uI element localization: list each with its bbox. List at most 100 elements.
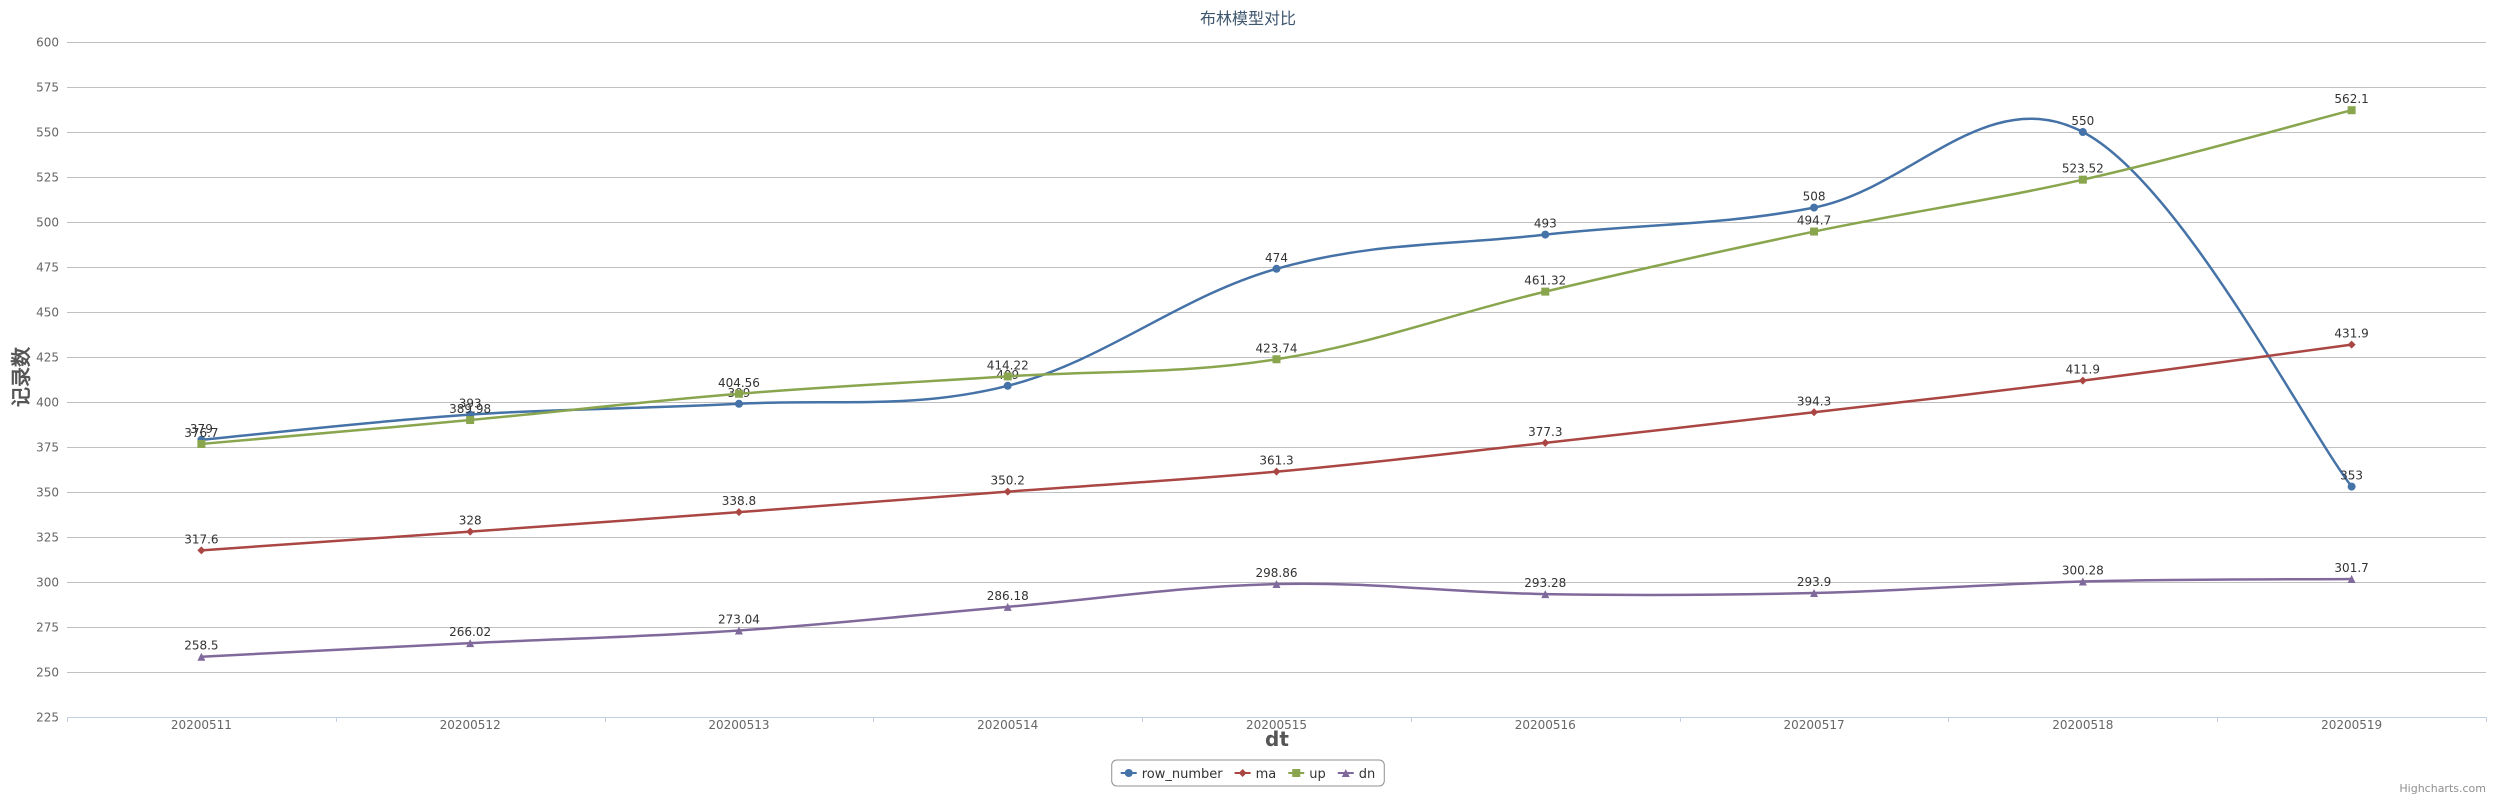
data-point bbox=[1541, 590, 1550, 599]
credits-link[interactable]: Highcharts.com bbox=[2399, 782, 2486, 795]
data-label: 300.28 bbox=[2062, 563, 2104, 577]
data-label: 394.3 bbox=[1797, 394, 1831, 408]
data-point bbox=[466, 416, 475, 425]
y-tick-label: 550 bbox=[36, 126, 59, 140]
legend-label: row_number bbox=[1142, 767, 1224, 782]
y-tick-label: 600 bbox=[36, 36, 59, 50]
legend-marker bbox=[1124, 769, 1133, 777]
legend-label: ma bbox=[1256, 767, 1277, 782]
series-dn: 258.5 266.02 273.04 286.18 298.86 293.28 293.9… bbox=[184, 561, 2369, 661]
legend-marker bbox=[1292, 769, 1301, 777]
data-label: 493 bbox=[1534, 217, 1557, 231]
legend-label: dn bbox=[1359, 767, 1376, 782]
data-label: 550 bbox=[2071, 114, 2094, 128]
data-label: 461.32 bbox=[1524, 274, 1566, 288]
data-point bbox=[2347, 340, 2356, 349]
data-point bbox=[1810, 227, 1819, 236]
data-point bbox=[466, 527, 475, 536]
data-point bbox=[1810, 408, 1819, 417]
data-label: 293.28 bbox=[1524, 576, 1566, 590]
chart-title: 布林模型对比 bbox=[1200, 9, 1296, 28]
legend-items: row_number ma up dn bbox=[1120, 767, 1376, 782]
data-label: 431.9 bbox=[2334, 327, 2368, 341]
data-point bbox=[197, 546, 206, 555]
data-label: 389.98 bbox=[449, 402, 491, 416]
data-label: 376.7 bbox=[184, 426, 218, 440]
data-point bbox=[1272, 264, 1281, 273]
x-axis-title: dt bbox=[1265, 727, 1289, 751]
legend-item-dn[interactable]: dn bbox=[1337, 767, 1376, 782]
data-point bbox=[2078, 577, 2087, 586]
legend: row_number ma up dn bbox=[1111, 759, 1385, 787]
series-layer: 379393399409474493508550353317.6328338.8… bbox=[184, 92, 2369, 661]
data-point bbox=[1541, 287, 1550, 296]
series-line bbox=[201, 109, 2352, 446]
data-point bbox=[2078, 128, 2087, 136]
data-point bbox=[466, 639, 475, 648]
data-label: 338.8 bbox=[722, 494, 756, 508]
y-tick-label: 275 bbox=[36, 621, 59, 635]
x-tick-label: 20200519 bbox=[2321, 718, 2382, 732]
legend-item-up[interactable]: up bbox=[1288, 767, 1326, 782]
data-point bbox=[2347, 574, 2356, 583]
data-point bbox=[1003, 602, 1012, 611]
data-point bbox=[197, 439, 206, 448]
data-label: 414.22 bbox=[987, 358, 1029, 372]
series-line bbox=[201, 117, 2353, 488]
data-point bbox=[1272, 355, 1281, 364]
x-axis: 20200511 20200512 20200513 20200514 20200515… bbox=[67, 717, 2487, 732]
y-tick-label: 425 bbox=[36, 351, 59, 365]
y-tick-label: 475 bbox=[36, 261, 59, 275]
data-label: 377.3 bbox=[1528, 425, 1562, 439]
legend-item-ma[interactable]: ma bbox=[1234, 767, 1277, 782]
data-label: 350.2 bbox=[991, 474, 1025, 488]
data-point bbox=[734, 389, 743, 398]
y-tick-label: 250 bbox=[36, 666, 59, 680]
data-point bbox=[1541, 230, 1550, 239]
data-point bbox=[1810, 588, 1819, 597]
data-label: 301.7 bbox=[2334, 561, 2368, 575]
data-label: 379 bbox=[190, 422, 213, 436]
data-point bbox=[2347, 106, 2356, 115]
data-label: 562.1 bbox=[2334, 92, 2368, 106]
x-tick-label: 20200517 bbox=[1784, 718, 1845, 732]
y-tick-label: 350 bbox=[36, 486, 59, 500]
data-point bbox=[1810, 203, 1819, 212]
data-point bbox=[1541, 438, 1550, 447]
legend-item-row-number[interactable]: row_number bbox=[1120, 767, 1224, 782]
y-tick-label: 525 bbox=[36, 171, 59, 185]
x-tick-label: 20200511 bbox=[171, 718, 232, 732]
legend-marker bbox=[1238, 769, 1247, 777]
data-label: 404.56 bbox=[718, 376, 760, 390]
legend-label: up bbox=[1309, 767, 1326, 782]
x-tick-label: 20200518 bbox=[2052, 718, 2113, 732]
data-label: 494.7 bbox=[1797, 214, 1831, 228]
grid-lines bbox=[67, 42, 2486, 718]
data-point bbox=[1003, 372, 1012, 381]
data-label: 353 bbox=[2340, 469, 2363, 483]
y-tick-label: 300 bbox=[36, 576, 59, 590]
data-point bbox=[734, 508, 743, 517]
data-label: 411.9 bbox=[2066, 363, 2100, 377]
x-tick-label: 20200516 bbox=[1515, 718, 1576, 732]
y-tick-label: 375 bbox=[36, 441, 59, 455]
x-tick-label: 20200514 bbox=[977, 718, 1038, 732]
legend-marker bbox=[1341, 769, 1350, 777]
series-line bbox=[201, 577, 2352, 658]
x-tick-label: 20200513 bbox=[708, 718, 769, 732]
data-label: 328 bbox=[459, 514, 482, 528]
y-axis: 225 250 275 300 325 350 375 400 425 450 475 500 525 5… bbox=[36, 36, 59, 725]
data-point bbox=[1003, 381, 1012, 390]
data-label: 393 bbox=[459, 397, 482, 411]
data-point bbox=[197, 652, 206, 661]
data-point bbox=[734, 399, 743, 408]
y-tick-label: 500 bbox=[36, 216, 59, 230]
data-label: 361.3 bbox=[1259, 454, 1293, 468]
y-tick-label: 225 bbox=[36, 711, 59, 725]
data-point bbox=[1003, 487, 1012, 496]
y-tick-label: 575 bbox=[36, 81, 59, 95]
data-label: 523.52 bbox=[2062, 162, 2104, 176]
y-axis-title: 记录数 bbox=[9, 346, 33, 407]
data-label: 273.04 bbox=[718, 613, 760, 627]
